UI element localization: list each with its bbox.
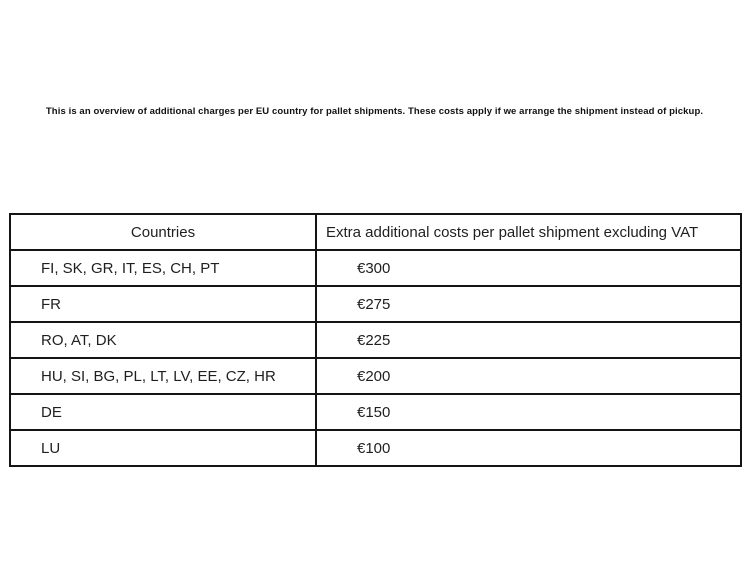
countries-cell: FI, SK, GR, IT, ES, CH, PT xyxy=(9,249,317,287)
column-header-costs: Extra additional costs per pallet shipme… xyxy=(315,213,742,251)
intro-text: This is an overview of additional charge… xyxy=(45,106,704,117)
countries-cell: FR xyxy=(9,285,317,323)
cost-cell: €300 xyxy=(315,249,742,287)
table-row: LU €100 xyxy=(9,429,742,467)
column-header-countries: Countries xyxy=(9,213,317,251)
charges-table: Countries Extra additional costs per pal… xyxy=(9,213,742,467)
cost-cell: €275 xyxy=(315,285,742,323)
table-row: HU, SI, BG, PL, LT, LV, EE, CZ, HR €200 xyxy=(9,357,742,395)
table-row: DE €150 xyxy=(9,393,742,431)
table-row: FR €275 xyxy=(9,285,742,323)
cost-cell: €200 xyxy=(315,357,742,395)
table-header-row: Countries Extra additional costs per pal… xyxy=(9,213,742,251)
table-row: RO, AT, DK €225 xyxy=(9,321,742,359)
countries-cell: LU xyxy=(9,429,317,467)
countries-cell: DE xyxy=(9,393,317,431)
countries-cell: RO, AT, DK xyxy=(9,321,317,359)
cost-cell: €225 xyxy=(315,321,742,359)
cost-cell: €100 xyxy=(315,429,742,467)
countries-cell: HU, SI, BG, PL, LT, LV, EE, CZ, HR xyxy=(9,357,317,395)
cost-cell: €150 xyxy=(315,393,742,431)
table-row: FI, SK, GR, IT, ES, CH, PT €300 xyxy=(9,249,742,287)
